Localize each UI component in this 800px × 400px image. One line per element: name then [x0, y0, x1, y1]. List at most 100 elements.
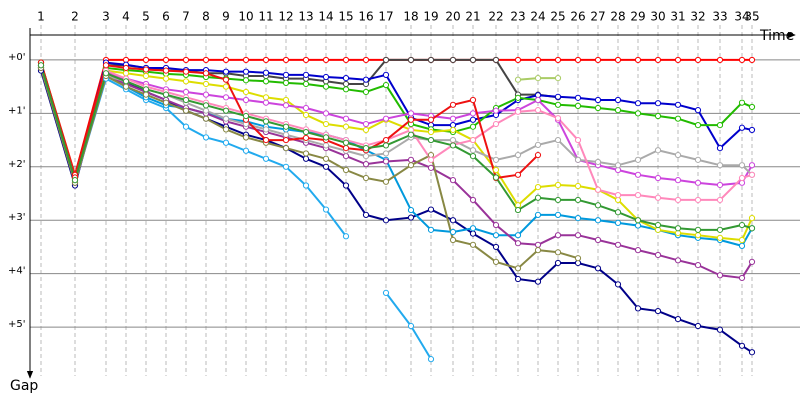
point [242, 96, 250, 104]
point [554, 181, 562, 189]
point [449, 217, 457, 224]
point [342, 80, 350, 88]
point [748, 214, 756, 222]
point [242, 112, 250, 120]
series-line [40, 67, 579, 270]
point [574, 156, 582, 163]
point [282, 131, 290, 138]
point [748, 56, 756, 64]
point [594, 96, 602, 104]
point [492, 120, 500, 128]
point [634, 100, 642, 107]
point [748, 258, 756, 266]
point [716, 181, 724, 189]
point [302, 182, 310, 189]
x-tick-label: 7 [182, 10, 190, 24]
point [634, 156, 642, 163]
y-tick-label: +0' [8, 52, 26, 63]
point [122, 83, 130, 90]
x-tick-label: 10 [238, 10, 253, 24]
point [222, 68, 230, 75]
point [242, 56, 250, 64]
point [302, 80, 310, 88]
point [322, 120, 330, 128]
point [716, 162, 724, 169]
point [654, 147, 662, 154]
y-tick-label: +3' [8, 212, 26, 223]
y-tick-label: +1' [8, 105, 26, 116]
point [492, 243, 500, 251]
point [716, 122, 724, 129]
x-axis-label: Time [759, 28, 794, 44]
point [449, 56, 457, 64]
point [694, 262, 702, 269]
point [574, 56, 582, 64]
point [302, 56, 310, 64]
point [694, 107, 702, 114]
point [202, 107, 210, 114]
point [342, 139, 350, 146]
point [71, 177, 79, 184]
point [427, 156, 435, 163]
point [514, 108, 522, 115]
point [694, 179, 702, 186]
x-tick-label: 17 [378, 10, 393, 24]
point [322, 56, 330, 64]
point [534, 74, 542, 82]
point [382, 136, 390, 144]
point [382, 150, 390, 157]
point [738, 236, 746, 244]
point [654, 307, 662, 315]
point [614, 219, 622, 227]
point [654, 100, 662, 107]
point [102, 70, 110, 77]
point [142, 66, 150, 73]
point [222, 126, 230, 133]
point [694, 122, 702, 129]
point [407, 156, 415, 163]
point [738, 124, 746, 131]
point [694, 322, 702, 330]
point [282, 136, 290, 144]
point [142, 86, 150, 93]
point [142, 72, 150, 80]
point [202, 102, 210, 109]
point [322, 206, 330, 213]
point [574, 255, 582, 262]
point [302, 111, 310, 119]
point [449, 115, 457, 122]
point [262, 56, 270, 64]
point [362, 56, 370, 64]
point [37, 62, 45, 69]
x-tick-label: 3 [102, 10, 110, 24]
point [322, 142, 330, 149]
point [614, 241, 622, 248]
point [449, 236, 457, 244]
point [674, 257, 682, 264]
point [492, 258, 500, 266]
x-tick-label: 21 [465, 10, 480, 24]
point [202, 56, 210, 64]
point [469, 241, 477, 248]
point [694, 232, 702, 239]
point [122, 64, 130, 72]
point [492, 232, 500, 239]
point [492, 56, 500, 64]
x-tick-label: 22 [488, 10, 503, 24]
point [362, 211, 370, 218]
point [262, 126, 270, 133]
point [634, 222, 642, 229]
point [614, 281, 622, 288]
point [654, 174, 662, 182]
x-tick-label: 2 [71, 10, 79, 24]
point [162, 56, 170, 64]
x-tick-label: 33 [712, 10, 727, 24]
point [534, 211, 542, 218]
point [654, 194, 662, 201]
point [514, 232, 522, 239]
point [282, 96, 290, 104]
point [222, 56, 230, 64]
x-tick-label: 8 [202, 10, 210, 24]
point [469, 123, 477, 130]
point [594, 217, 602, 224]
